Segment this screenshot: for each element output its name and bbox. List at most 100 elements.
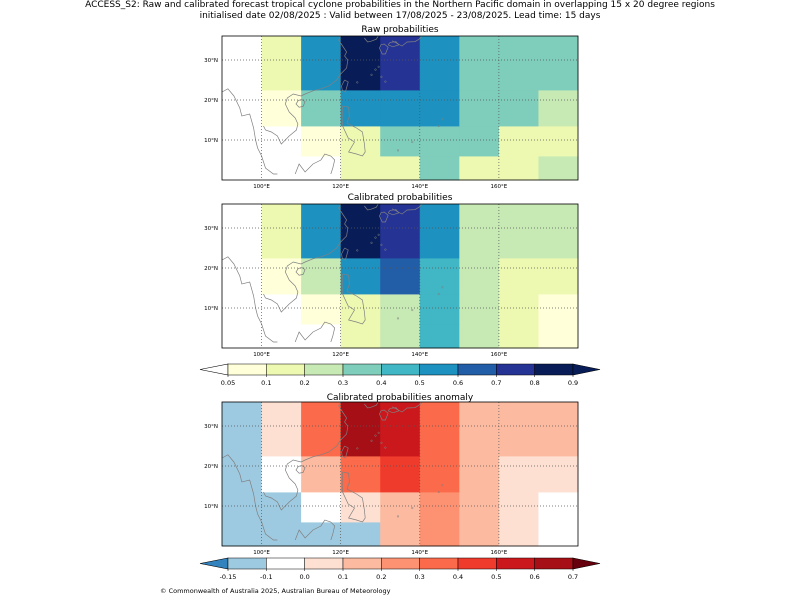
panel-title: Calibrated probabilities anomaly (327, 393, 474, 403)
colorbar-tick-label: 0.5 (414, 379, 424, 387)
x-tick-label: 140°E (411, 550, 428, 556)
probability-cell (380, 402, 421, 457)
map-frame (221, 35, 579, 181)
probability-cell (380, 204, 421, 259)
probability-cell (419, 402, 460, 457)
coastline (364, 401, 379, 409)
probability-cell (340, 204, 381, 259)
probability-cell (498, 324, 539, 349)
coastline (263, 35, 349, 145)
probability-cell (538, 492, 579, 523)
probability-cell (301, 126, 342, 157)
probability-cell (419, 324, 460, 349)
coastline (294, 321, 336, 343)
island (396, 515, 400, 518)
colorbar-over-arrow (572, 557, 601, 570)
probability-cell (459, 492, 500, 523)
island (441, 286, 444, 289)
colorbar-tick-label: 0.8 (529, 379, 539, 387)
probability-cell (340, 36, 381, 91)
island (370, 439, 373, 442)
colorbar-swatch (496, 363, 535, 376)
colorbar-swatch (496, 557, 535, 570)
colorbar-swatch (419, 557, 459, 570)
probability-cell (301, 36, 342, 91)
coastline (341, 445, 349, 459)
probability-cell (498, 156, 539, 181)
island (370, 241, 373, 244)
colorbar-swatch (381, 557, 420, 570)
x-tick-label: 160°E (491, 184, 508, 190)
probability-cell (538, 156, 579, 181)
probability-cell (380, 90, 421, 127)
coastline (263, 203, 349, 313)
panel-title: Calibrated probabilities (348, 193, 453, 203)
probability-cell (538, 126, 579, 157)
colorbar-swatch (534, 557, 574, 570)
probability-cell (498, 36, 539, 91)
probability-cell (340, 156, 381, 181)
probability-cell (301, 492, 342, 523)
colorbar-under-arrow (199, 363, 229, 376)
island (411, 140, 414, 144)
island (356, 447, 359, 450)
colorbar-1: 0.05 0.1 0.2 0.3 0.4 0.5 0.6 0.7 0.8 0.9 (199, 363, 601, 387)
colorbar-tick-label: 0.6 (529, 573, 539, 581)
probability-cell (340, 90, 381, 127)
probability-cell (380, 492, 421, 523)
probability-cell (301, 456, 342, 493)
colorbar-tick-label: 0.3 (414, 573, 424, 581)
colorbar-tick-label: -0.15 (220, 573, 237, 581)
colorbar-swatch (457, 557, 497, 570)
island (374, 434, 377, 437)
probability-cell (538, 90, 579, 127)
colorbar-under-arrow (199, 557, 229, 570)
island (411, 308, 414, 312)
coastline (294, 519, 336, 541)
probability-cell (538, 294, 579, 325)
probability-cell (380, 156, 421, 181)
probability-cell (498, 294, 539, 325)
colorbar-swatch (266, 363, 305, 376)
island (437, 490, 440, 494)
probability-cell (459, 456, 500, 493)
colorbar-tick-label: 0.2 (299, 379, 309, 387)
colorbar-swatch (534, 363, 574, 376)
probability-cell (419, 522, 460, 547)
probability-cell (380, 456, 421, 493)
probability-cell (261, 204, 302, 259)
probability-cell (498, 204, 539, 259)
coastline (221, 454, 278, 541)
probability-cell (459, 324, 500, 349)
map-frame (221, 401, 579, 547)
probability-cell (222, 492, 262, 523)
colorbar-2: -0.15 -0.1 0.0 0.1 0.2 0.3 0.4 0.5 0.6 0.7 (199, 557, 601, 581)
island (384, 248, 387, 251)
island (377, 431, 380, 434)
probability-cell (538, 204, 579, 259)
island (380, 243, 383, 246)
island (437, 124, 440, 128)
island (374, 236, 377, 239)
colorbar-swatch (457, 363, 497, 376)
island (380, 75, 383, 78)
probability-cell (222, 402, 262, 457)
island (396, 149, 400, 152)
probability-cell (459, 522, 500, 547)
coastline (341, 247, 349, 261)
probability-cell (538, 522, 579, 547)
probability-cell (538, 258, 579, 295)
probability-cell (261, 258, 302, 295)
island (377, 65, 380, 68)
probability-cell (340, 402, 381, 457)
probability-cell (301, 294, 342, 325)
colorbar-tick-label: 0.1 (338, 573, 348, 581)
map-panel-1: Raw probabilities 100°E 120°E 140°E 160°E 10°… (204, 25, 579, 190)
coastline (391, 35, 423, 47)
colorbar-tick-label: 0.4 (376, 379, 386, 387)
coastline (295, 267, 306, 276)
coastline (379, 43, 389, 55)
island (411, 506, 414, 510)
probability-cell (459, 36, 500, 91)
